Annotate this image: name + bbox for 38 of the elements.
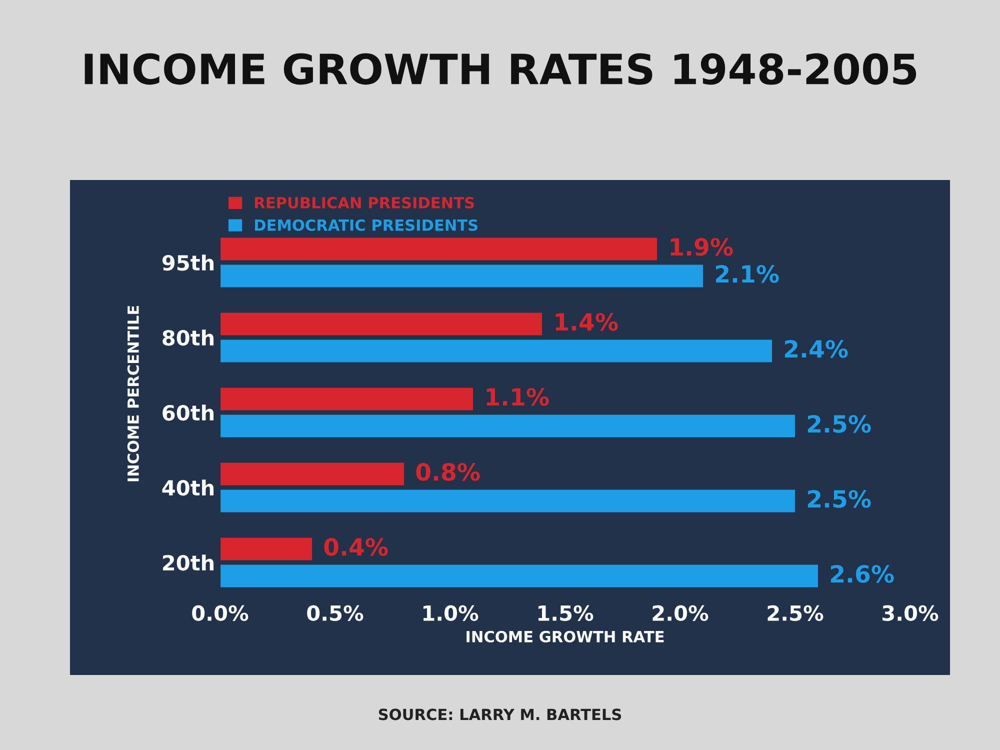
bar	[220, 312, 542, 336]
x-tick-label: 2.0%	[652, 605, 708, 621]
data-label: 2.5%	[808, 414, 871, 433]
y-tick-label: 40th	[162, 480, 214, 496]
data-label: 2.4%	[784, 340, 848, 358]
bar	[220, 388, 473, 410]
x-tick-label: 3.0%	[882, 605, 938, 621]
bar	[220, 490, 795, 512]
data-label: 0.8%	[416, 462, 480, 481]
y-tick-label: 60th	[162, 404, 214, 421]
data-label: 1.4%	[556, 312, 618, 331]
y-tick-label: 80th	[162, 330, 214, 346]
data-label: 2.6%	[830, 564, 894, 583]
y-tick-label: 20th	[163, 554, 214, 571]
x-tick-label: 0.5%	[307, 605, 364, 621]
data-label: 1.9%	[670, 238, 733, 256]
x-axis-title: INCOME GROWTH RATE	[466, 630, 664, 642]
legend-label: REPUBLICAN PRESIDENTS	[255, 196, 474, 208]
bar	[220, 538, 312, 560]
data-label: 1.1%	[486, 388, 549, 406]
legend-label: DEMOCRATIC PRESIDENTS	[255, 219, 478, 231]
bar	[220, 264, 703, 288]
x-tick-label: 1.5%	[538, 605, 594, 621]
bar	[220, 414, 795, 438]
bar	[220, 340, 772, 362]
data-label: 2.5%	[808, 490, 871, 508]
data-label: 0.4%	[324, 538, 388, 556]
bar	[220, 462, 404, 486]
x-tick-label: 2.5%	[768, 605, 824, 621]
bar	[220, 238, 657, 260]
x-tick-label: 0.0%	[192, 605, 248, 621]
data-label: 2.1%	[716, 264, 779, 283]
bar	[220, 564, 818, 588]
x-tick-label: 1.0%	[423, 605, 478, 621]
y-tick-label: 95th	[162, 254, 214, 271]
chart-title: INCOME GROWTH RATES 1948-2005	[84, 53, 916, 85]
y-axis-title: INCOME PERCENTILE	[127, 306, 139, 482]
source-note: SOURCE: LARRY M. BARTELS	[378, 708, 622, 720]
